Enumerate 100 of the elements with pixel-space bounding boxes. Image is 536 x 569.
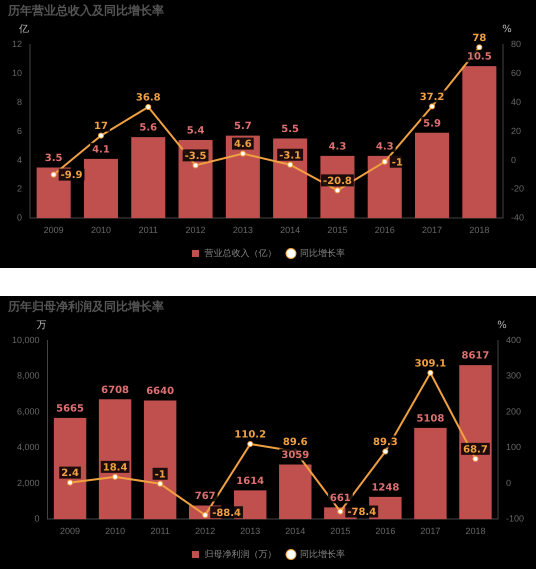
data-label: 2.4 xyxy=(61,468,79,480)
y-axis-title: 万 xyxy=(36,320,47,331)
x-tick-label: 2016 xyxy=(374,225,395,236)
y2-tick-label: -20 xyxy=(510,184,524,194)
x-tick-label: 2012 xyxy=(186,225,206,236)
data-label: -9.9 xyxy=(60,170,83,182)
x-tick-label: 2012 xyxy=(195,526,216,536)
x-tick-label: 2015 xyxy=(327,225,348,236)
x-tick-label: 2010 xyxy=(90,225,111,236)
data-label: 78 xyxy=(472,32,486,44)
x-tick-label: 2009 xyxy=(60,526,80,536)
data-label: 5665 xyxy=(56,404,84,415)
x-tick-label: 2011 xyxy=(150,526,170,536)
point xyxy=(382,158,388,165)
data-label: 5.5 xyxy=(281,124,300,136)
y2-tick-label: 20 xyxy=(510,126,522,136)
x-tick-label: 2013 xyxy=(240,526,260,536)
data-label: 8617 xyxy=(462,350,490,362)
y-tick-label: 4,000 xyxy=(16,442,40,452)
point xyxy=(247,441,254,448)
x-tick-label: 2017 xyxy=(420,526,440,536)
x-tick-label: 2014 xyxy=(285,526,306,536)
data-label: 5108 xyxy=(416,413,444,424)
data-label: 4.3 xyxy=(328,142,346,153)
x-tick-label: 2015 xyxy=(330,526,350,536)
point xyxy=(476,44,482,50)
y-tick-label: 8 xyxy=(16,96,22,107)
y-tick-label: 10 xyxy=(12,68,22,78)
data-label: -20.8 xyxy=(323,176,352,187)
point xyxy=(427,370,434,376)
x-tick-label: 2014 xyxy=(280,225,300,236)
y2-axis-title: % xyxy=(502,24,512,35)
y2-tick-label: 60 xyxy=(510,68,522,78)
y-tick-label: 12 xyxy=(12,38,22,49)
point xyxy=(337,508,344,514)
chart-title: 历年归母净利润及同比增长率 xyxy=(7,299,164,314)
y-tick-label: 0 xyxy=(34,514,40,524)
y-axis-title: 亿 xyxy=(18,24,30,35)
bar xyxy=(414,428,447,520)
y2-tick-label: 200 xyxy=(506,406,522,416)
point xyxy=(145,104,152,110)
data-label: 3.5 xyxy=(44,153,63,164)
x-tick-label: 2016 xyxy=(375,526,396,536)
y-tick-label: 10,000 xyxy=(12,334,40,345)
data-label: 661 xyxy=(330,492,351,504)
x-tick-label: 2018 xyxy=(469,225,490,236)
x-tick-label: 2018 xyxy=(465,526,486,536)
data-label: 10.5 xyxy=(467,52,492,63)
legend-label: 同比增长率 xyxy=(300,548,345,559)
bar xyxy=(84,158,118,218)
bar xyxy=(368,156,402,218)
data-label: 5.9 xyxy=(423,118,441,130)
data-label: 1614 xyxy=(236,476,264,487)
bar xyxy=(415,132,450,218)
data-label: -88.4 xyxy=(212,508,242,519)
bar xyxy=(226,136,260,218)
point xyxy=(157,480,164,487)
data-label: 110.2 xyxy=(234,430,266,441)
point xyxy=(67,480,74,486)
data-label: 6640 xyxy=(146,386,174,398)
data-label: 36.8 xyxy=(136,92,161,104)
data-label: 5.6 xyxy=(139,122,158,134)
bar xyxy=(279,464,312,520)
data-label: 5.7 xyxy=(234,121,252,132)
data-label: 4.1 xyxy=(92,144,110,156)
point xyxy=(472,456,478,462)
bar xyxy=(54,418,86,520)
data-label: -1 xyxy=(392,157,403,168)
y2-tick-label: 80 xyxy=(510,38,522,49)
point xyxy=(192,162,199,168)
point xyxy=(98,132,104,139)
data-label: -3.5 xyxy=(184,150,207,162)
bar xyxy=(459,365,492,520)
data-label: 37.2 xyxy=(420,92,444,103)
data-label: 5.4 xyxy=(186,126,204,137)
x-tick-label: 2013 xyxy=(232,225,253,236)
data-label: -1 xyxy=(154,469,166,480)
point xyxy=(287,162,294,168)
y-tick-label: 6,000 xyxy=(16,406,40,416)
data-label: 89.3 xyxy=(373,437,398,448)
chart-title: 历年营业总收入及同比增长率 xyxy=(7,3,164,18)
bar xyxy=(98,399,132,520)
point xyxy=(112,474,118,480)
point xyxy=(334,187,340,194)
data-label: -78.4 xyxy=(347,507,376,518)
data-label: 767 xyxy=(194,491,216,502)
data-label: 6708 xyxy=(101,384,130,396)
point xyxy=(240,150,246,157)
y-tick-label: 0 xyxy=(16,212,22,223)
data-label: 68.7 xyxy=(463,444,488,456)
x-tick-label: 2010 xyxy=(105,526,126,536)
point xyxy=(382,448,388,455)
data-label: 4.6 xyxy=(234,139,252,150)
legend-label: 同比增长率 xyxy=(300,248,345,258)
data-label: 18.4 xyxy=(102,462,128,474)
y2-tick-label: -40 xyxy=(510,212,524,223)
data-label: 1248 xyxy=(371,482,400,494)
data-label: 89.6 xyxy=(282,436,308,448)
data-label: -3.1 xyxy=(279,150,302,162)
y2-tick-label: 0 xyxy=(506,478,511,488)
